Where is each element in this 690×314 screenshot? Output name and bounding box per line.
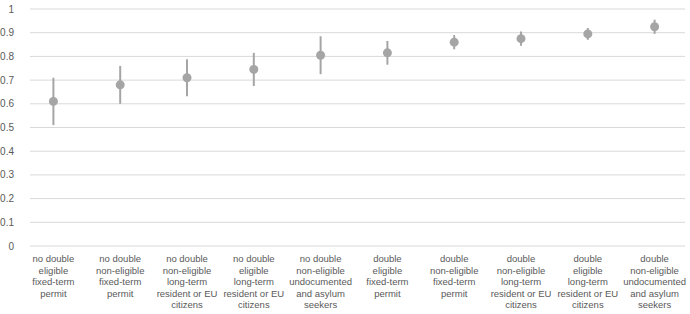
dot (450, 38, 459, 47)
x-tick-label: no doublenon-eligibleundocumentedand asy… (289, 253, 352, 310)
x-tick-label: doublenon-eligiblefixed-termpermit (430, 253, 479, 299)
grid-line (30, 127, 685, 128)
y-tick-label: 0.5 (0, 122, 14, 133)
dot (183, 73, 192, 82)
y-tick-label: 0.7 (0, 75, 14, 86)
dot (49, 97, 58, 106)
grid-line (30, 246, 685, 247)
x-tick-label: no doublenon-eligiblefixed-termpermit (96, 253, 145, 299)
x-tick-label: doubleeligiblelong-termresident or EUcit… (557, 253, 618, 310)
x-tick-label: doubleeligiblefixed-termpermit (366, 253, 408, 299)
dot (517, 34, 526, 43)
y-tick-label: 0.3 (0, 169, 14, 180)
y-tick-label: 1 (8, 4, 14, 15)
grid-line (30, 198, 685, 199)
grid-line (30, 56, 685, 57)
grid-line (30, 174, 685, 175)
dot (650, 22, 659, 31)
x-tick-label: no doubleeligiblelong-termresident or EU… (223, 253, 284, 310)
dot (116, 80, 125, 89)
x-tick-label: no doubleeligiblefixed-termpermit (32, 253, 74, 299)
x-tick-label: doublenon-eligibleundocumentedand asylum… (623, 253, 686, 310)
chart-container: 0 0.1 0.2 0.3 0.4 0.5 0.6 0.7 0.8 0.9 1 no doubleel… (0, 0, 690, 314)
y-tick-label: 0.4 (0, 146, 14, 157)
chart-svg: 0 0.1 0.2 0.3 0.4 0.5 0.6 0.7 0.8 0.9 1 no doubleel… (0, 0, 690, 314)
dot (249, 65, 258, 74)
dot (583, 29, 592, 38)
x-tick-label: doublenon-eligiblelong-termresident or E… (491, 253, 552, 310)
grid-line (30, 151, 685, 152)
x-tick-label: no doublenon-eligiblelong-termresident o… (157, 253, 218, 310)
y-tick-label: 0.9 (0, 27, 14, 38)
y-tick-label: 0.6 (0, 98, 14, 109)
grid-line (30, 80, 685, 81)
grid-line (30, 9, 685, 10)
grid-line (30, 222, 685, 223)
y-tick-label: 0.1 (0, 217, 14, 228)
dot (316, 51, 325, 60)
y-tick-label: 0 (8, 241, 14, 252)
y-tick-label: 0.8 (0, 51, 14, 62)
grid-line (30, 103, 685, 104)
dot (383, 48, 392, 57)
marks (49, 20, 659, 125)
y-tick-label: 0.2 (0, 193, 14, 204)
